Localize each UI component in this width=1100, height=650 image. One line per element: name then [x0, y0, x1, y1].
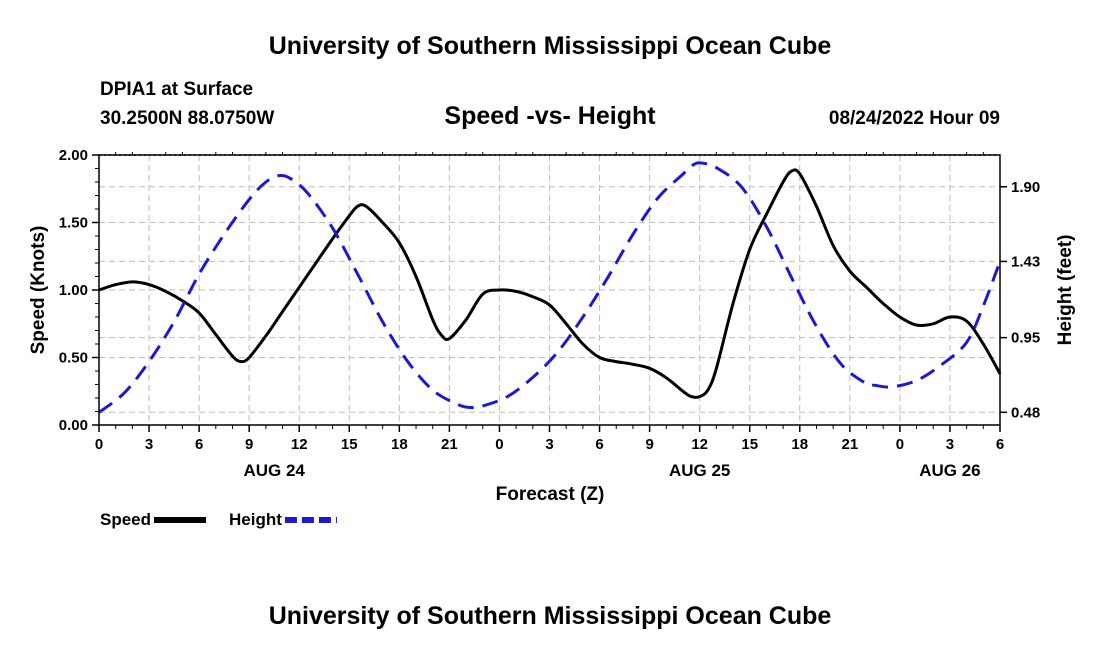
x-tick-label: 6 — [595, 436, 603, 453]
axes: 0 3 6 9 12 15 18 21 0 3 6 9 12 15 18 21 0 3 6 0.00 0.50 1.00 1… — [59, 147, 1040, 480]
legend: Speed Height — [100, 510, 337, 529]
x-tick-label: 9 — [645, 436, 653, 453]
station-label: DPIA1 at Surface — [100, 79, 253, 100]
date-label: AUG 26 — [919, 461, 980, 480]
y-right-tick-label: 1.90 — [1011, 179, 1040, 196]
coordinates-label: 30.2500N 88.0750W — [100, 108, 274, 129]
y-left-tick-label: 1.00 — [59, 282, 88, 299]
y-left-tick-label: 1.50 — [59, 215, 88, 232]
x-tick-label: 3 — [946, 436, 954, 453]
x-tick-label: 15 — [341, 436, 358, 453]
chart-title: Speed -vs- Height — [444, 102, 656, 130]
x-tick-label: 6 — [996, 436, 1004, 453]
y-left-tick-label: 0.50 — [59, 350, 88, 367]
x-tick-label: 18 — [791, 436, 808, 453]
x-tick-label: 21 — [441, 436, 458, 453]
x-tick-label: 0 — [495, 436, 503, 453]
legend-label-speed: Speed — [100, 510, 151, 529]
y-right-tick-label: 1.43 — [1011, 253, 1040, 270]
x-tick-label: 18 — [391, 436, 408, 453]
x-tick-label: 12 — [691, 436, 708, 453]
y-left-tick-label: 0.00 — [59, 417, 88, 434]
x-tick-label: 21 — [841, 436, 858, 453]
y-axis-right-label: Height (feet) — [1055, 235, 1076, 346]
timestamp-label: 08/24/2022 Hour 09 — [829, 108, 1000, 129]
legend-label-height: Height — [229, 510, 282, 529]
x-tick-label: 0 — [896, 436, 904, 453]
x-tick-label: 9 — [245, 436, 253, 453]
x-tick-label: 3 — [545, 436, 553, 453]
x-tick-label: 6 — [195, 436, 203, 453]
x-tick-label: 15 — [741, 436, 758, 453]
speed-series-line — [98, 168, 1002, 399]
x-tick-label: 3 — [145, 436, 153, 453]
y-right-tick-label: 0.48 — [1011, 404, 1040, 421]
series-layer — [98, 161, 1002, 414]
date-label: AUG 25 — [669, 461, 730, 480]
date-label: AUG 24 — [243, 461, 305, 480]
grid — [99, 155, 1000, 425]
x-tick-label: 12 — [291, 436, 308, 453]
footer-title: University of Southern Mississippi Ocean… — [269, 602, 832, 630]
x-axis-label: Forecast (Z) — [496, 484, 605, 505]
x-tick-label: 0 — [95, 436, 103, 453]
y-left-tick-label: 2.00 — [59, 147, 88, 164]
y-right-tick-label: 0.95 — [1011, 330, 1040, 347]
page-title: University of Southern Mississippi Ocean… — [269, 32, 832, 60]
y-axis-left-label: Speed (Knots) — [28, 226, 49, 355]
height-series-line — [98, 161, 1002, 414]
